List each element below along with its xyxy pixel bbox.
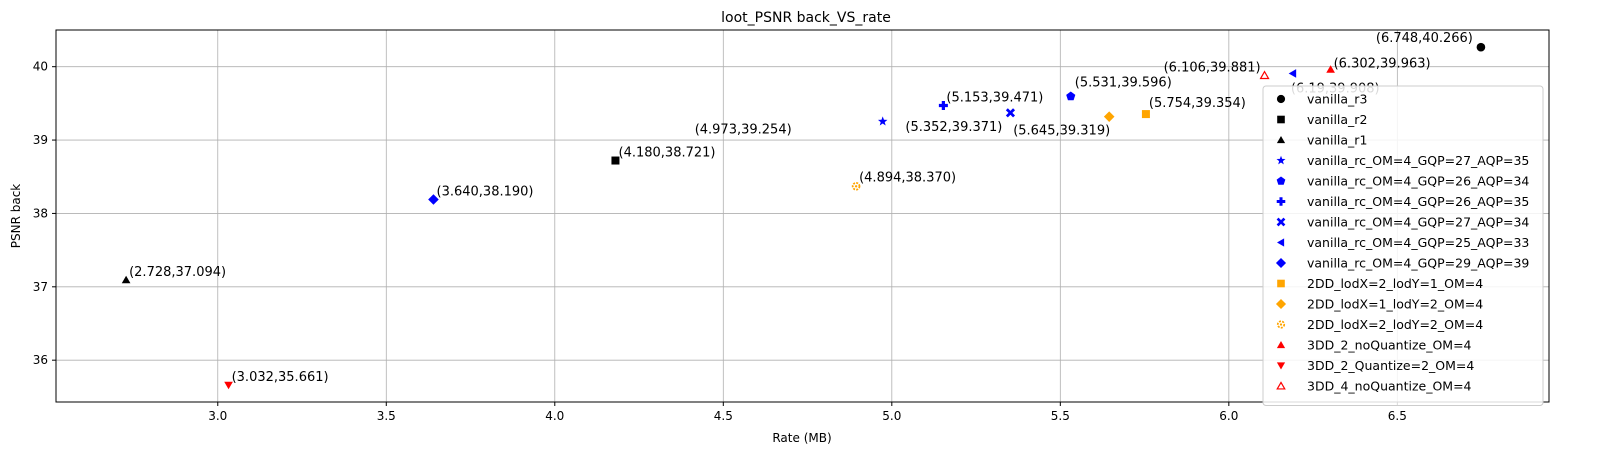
data-label: (5.754,39.354) (1149, 96, 1246, 111)
legend-marker (1275, 298, 1287, 310)
x-tick-label: 3.5 (377, 409, 396, 423)
legend-marker (1276, 381, 1286, 390)
legend-marker (1276, 136, 1286, 144)
legend: vanilla_r3 vanilla_r2 vanilla_r1 vanilla_rc… (1262, 85, 1544, 406)
x-tick-label: 4.5 (714, 409, 733, 423)
legend-entry: 2DD_lodX=2_lodY=1_OM=4 (1307, 276, 1483, 291)
data-point (611, 156, 620, 165)
legend-marker (1275, 257, 1287, 269)
legend-entry: vanilla_rc_OM=4_GQP=26_AQP=34 (1307, 174, 1529, 189)
x-axis-label: Rate (MB) (772, 431, 831, 445)
legend-entry: 2DD_lodX=1_lodY=2_OM=4 (1307, 297, 1483, 312)
data-label: (6.302,39.963) (1334, 56, 1431, 71)
data-point (428, 194, 439, 205)
legend-entry: vanilla_r2 (1307, 112, 1367, 127)
legend-entry: vanilla_rc_OM=4_GQP=26_AQP=35 (1307, 194, 1529, 209)
data-point (1103, 111, 1115, 122)
x-tick-label: 5.5 (1051, 409, 1070, 423)
legend-entry: vanilla_r1 (1307, 133, 1367, 148)
data-label: (2.728,37.094) (129, 265, 226, 280)
legend-entry: vanilla_rc_OM=4_GQP=25_AQP=33 (1307, 235, 1529, 250)
legend-marker (1276, 217, 1286, 227)
data-point (851, 181, 861, 191)
data-point (224, 381, 233, 390)
data-point (121, 275, 131, 284)
data-label: (5.352,39.371) (905, 120, 1002, 135)
data-points (121, 42, 1486, 390)
x-tick-label: 4.0 (545, 409, 564, 423)
data-label: (5.531,39.596) (1075, 75, 1172, 90)
data-point (1066, 91, 1076, 101)
data-label: (6.106,39.881) (1164, 60, 1261, 75)
x-tick-label: 6.0 (1219, 409, 1238, 423)
data-point (1326, 65, 1335, 73)
legend-marker (1276, 320, 1286, 329)
data-label: (4.973,39.254) (695, 122, 792, 137)
legend-entry: vanilla_rc_OM=4_GQP=29_AQP=39 (1307, 256, 1529, 271)
y-tick-label: 36 (33, 353, 48, 367)
legend-frame (1262, 85, 1544, 406)
data-point (938, 101, 948, 111)
data-point (1288, 69, 1297, 78)
x-tick-label: 6.5 (1388, 409, 1407, 423)
data-point (1259, 70, 1270, 80)
data-label: (4.894,38.370) (859, 170, 956, 185)
data-point (1141, 110, 1150, 119)
legend-marker (1276, 176, 1286, 185)
axis-ticks: 3.0 3.5 4.0 4.5 5.0 5.5 6.0 6.5 36 37 38 39 40 (33, 60, 1407, 423)
data-label: (5.645,39.319) (1013, 124, 1110, 139)
legend-marker (1276, 362, 1286, 370)
legend-entry: 3DD_2_Quantize=2_OM=4 (1307, 358, 1474, 373)
x-tick-label: 3.0 (208, 409, 227, 423)
legend-marker (1276, 197, 1286, 206)
legend-marker (1277, 238, 1285, 247)
legend-entry: vanilla_rc_OM=4_GQP=27_AQP=35 (1307, 153, 1529, 168)
legend-entry: 3DD_4_noQuantize_OM=4 (1307, 379, 1472, 394)
x-tick-label: 5.0 (882, 409, 901, 423)
y-tick-label: 39 (33, 133, 48, 147)
plot-frame (55, 29, 1550, 403)
legend-entry: vanilla_rc_OM=4_GQP=27_AQP=34 (1307, 215, 1529, 230)
data-label: (3.032,35.661) (232, 370, 329, 385)
legend-marker (1276, 341, 1286, 349)
y-tick-label: 38 (33, 206, 48, 220)
chart-title: loot_PSNR back_VS_rate (721, 10, 891, 26)
data-point (1476, 42, 1486, 52)
data-label: (6.748,40.266) (1376, 31, 1473, 46)
y-tick-label: 37 (33, 280, 48, 294)
legend-entry: 2DD_lodX=2_lodY=2_OM=4 (1307, 317, 1483, 332)
data-label: (5.153,39.471) (946, 91, 1043, 106)
data-label: (4.180,38.721) (619, 146, 716, 161)
legend-marker (1276, 155, 1286, 165)
y-axis-label: PSNR back (9, 184, 23, 249)
data-labels: (6.748,40.266) (4.180,38.721) (2.728,37.09… (129, 31, 1473, 385)
data-label: (3.640,38.190) (437, 185, 534, 200)
legend-marker (1277, 115, 1285, 124)
y-tick-label: 40 (33, 60, 48, 74)
legend-marker (1276, 94, 1286, 104)
legend-marker (1277, 279, 1285, 288)
legend-entry: 3DD_2_noQuantize_OM=4 (1307, 338, 1472, 353)
legend-entry: vanilla_r3 (1307, 92, 1367, 107)
data-point (877, 116, 888, 126)
data-point (1005, 108, 1016, 118)
